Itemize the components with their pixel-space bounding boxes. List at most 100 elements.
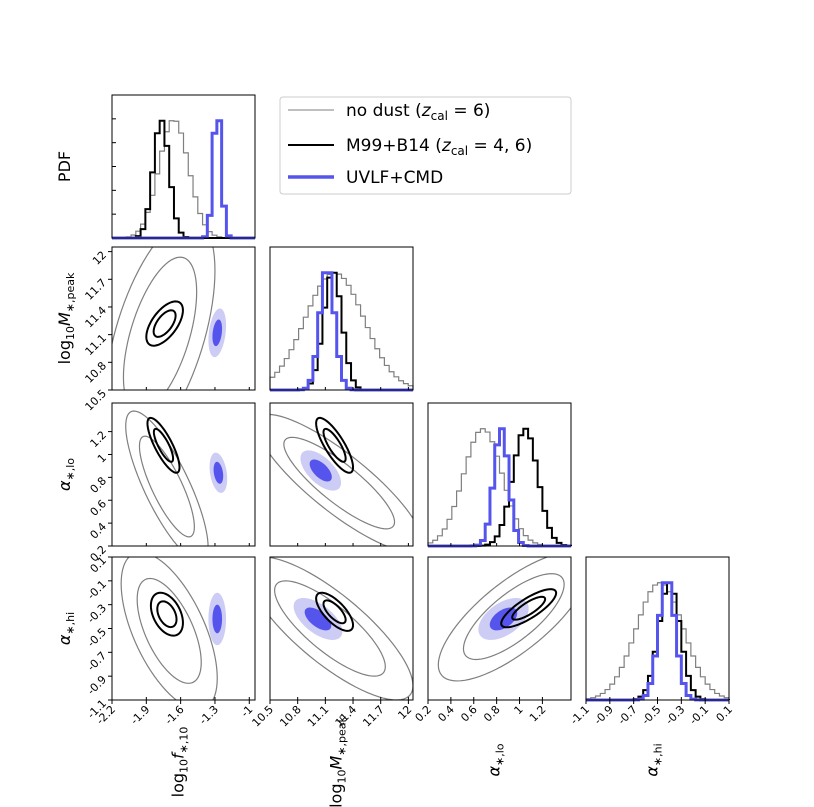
ytick-label-alo: 0.6	[88, 497, 110, 519]
xtick-label-alo: 0.8	[481, 703, 503, 725]
xtick-label-ahi: -0.7	[615, 703, 639, 727]
undefined: α∗,hi	[643, 743, 665, 776]
contour-line-no-dust-1	[125, 410, 209, 546]
contour-line-m99-b14-1	[315, 591, 355, 632]
xtick-label-alo: 1.2	[527, 703, 549, 725]
panel-alo-vs-ahi	[427, 556, 572, 701]
ytick-label-log10M: 10.5	[83, 387, 110, 414]
xtick-label-log10M: 11.1	[305, 703, 332, 730]
xtick-label-ahi: 0.1	[714, 703, 736, 725]
undefined: log10f∗,10	[169, 727, 191, 798]
hist-uvlf-cmd-ahi	[586, 581, 729, 702]
ytick-label-alo: 1	[95, 451, 109, 465]
contour-line-m99-b14-0	[156, 600, 178, 629]
panel-frame	[111, 556, 256, 701]
contour-fill-uvlf-cmd-inner	[212, 604, 223, 634]
hist-no-dust-ahi	[585, 582, 730, 700]
ytick-label-ahi: -0.9	[85, 673, 109, 697]
contour-line-no-dust-0	[283, 436, 396, 530]
xtick-label-log10M: 10.8	[277, 703, 304, 730]
ytick-label-ahi: -0.7	[85, 649, 109, 673]
panel-frame	[269, 246, 414, 391]
contour-fill-uvlf-cmd-inner	[304, 607, 332, 631]
panel-diag-log10f	[111, 94, 256, 240]
contour-line-m99-b14-1	[145, 300, 184, 347]
xtick-label-alo: 0.6	[458, 703, 480, 725]
contour-line-m99-b14-0	[152, 427, 175, 463]
undefined: log10M∗,peak	[55, 272, 77, 364]
contour-line-m99-b14-1	[146, 416, 181, 474]
xtick-label-ahi: -1.1	[568, 703, 592, 727]
panel-diag-log10M	[269, 246, 414, 392]
contour-line-no-dust-1	[270, 557, 413, 700]
contour-line-m99-b14-1	[149, 591, 184, 637]
contour-line-no-dust-1	[112, 247, 216, 390]
contour-line-m99-b14-0	[322, 427, 347, 463]
panel-diag-ahi	[585, 556, 730, 702]
contour-line-no-dust-0	[138, 435, 195, 538]
contour-line-m99-b14-0	[152, 309, 177, 338]
ytick-label-ahi: -0.1	[85, 578, 109, 602]
contour-line-m99-b14-0	[322, 599, 347, 625]
xtick-label-alo: 1	[511, 703, 525, 717]
ytick-label-log10M: 10.8	[83, 359, 110, 386]
legend-label-uvlf-cmd: UVLF+CMD	[346, 168, 443, 188]
xtick-label-ahi: -0.9	[592, 703, 616, 727]
contour-fill-uvlf-cmd-inner	[212, 319, 223, 347]
ytick-label-log10M: 11.4	[83, 304, 110, 331]
contour-line-m99-b14-1	[315, 416, 355, 474]
panel-frame	[111, 94, 256, 239]
panel-log10M-vs-ahi	[269, 556, 414, 701]
contour-line-no-dust-1	[437, 557, 571, 682]
hist-no-dust-log10M	[269, 272, 414, 390]
panel-log10f-vs-log10M	[111, 246, 256, 391]
contour-line-m99-b14-0	[511, 595, 547, 621]
undefined: α∗,hi	[55, 612, 77, 645]
legend-label-m99-b14: M99+B14 (zcal = 4, 6)	[346, 136, 532, 158]
panel-frame	[269, 556, 414, 701]
panel-log10f-vs-alo	[111, 402, 256, 547]
contour-line-no-dust-0	[122, 256, 198, 390]
xtick-label-log10M: 11.7	[360, 703, 387, 730]
contour-line-no-dust-0	[462, 573, 565, 661]
contour-fill-uvlf-cmd-inner	[213, 461, 224, 484]
panel-frame	[427, 556, 572, 701]
panel-log10f-vs-ahi	[111, 556, 256, 701]
undefined: log10M∗,peak	[327, 715, 349, 807]
corner-panels: -2.2 -1.9 -1.6 -1.3 -110.5 10.8 11.1 11.4 11.7 12…	[55, 94, 736, 807]
hist-no-dust-log10f	[111, 120, 255, 239]
ytick-label-log10M: 12	[90, 249, 109, 268]
panel-frame	[111, 246, 256, 391]
xtick-label-ahi: -0.3	[663, 703, 687, 727]
legend-label-no-dust: no dust (zcal = 6)	[346, 101, 490, 123]
ytick-label-alo: 1.2	[88, 429, 110, 451]
xtick-label-log10M: 10.5	[250, 703, 277, 730]
legend: no dust (zcal = 6) M99+B14 (zcal = 4, 6)…	[279, 96, 572, 195]
panel-frame	[427, 402, 572, 547]
panel-frame	[111, 402, 256, 547]
undefined: α∗,lo	[485, 743, 507, 776]
xtick-label-alo: 0.2	[413, 703, 435, 725]
contour-line-no-dust-0	[274, 580, 386, 677]
contour-line-no-dust-1	[120, 557, 218, 700]
contour-line-m99-b14-1	[500, 588, 558, 629]
xtick-label-ahi: -0.1	[687, 703, 711, 727]
ytick-label-log10M: 11.1	[83, 332, 110, 359]
xtick-label-log10f: -1.6	[162, 703, 186, 727]
panel-log10M-vs-alo	[269, 402, 414, 547]
contour-fill-uvlf-cmd-inner	[309, 459, 332, 482]
legend-frame	[279, 96, 572, 195]
contour-line-no-dust-0	[136, 577, 202, 684]
panel-frame	[269, 402, 414, 547]
ytick-label-log10M: 11.7	[83, 276, 110, 303]
undefined: α∗,lo	[55, 458, 77, 491]
xtick-label-log10M: 12	[395, 703, 414, 722]
xtick-label-log10f: -1.3	[197, 703, 221, 727]
panel-diag-alo	[427, 402, 572, 548]
ytick-label-alo: 0.8	[88, 474, 110, 496]
xtick-label-log10f: -1.9	[128, 703, 152, 727]
ytick-label-ahi: -0.5	[85, 625, 109, 649]
xtick-label-alo: 0.4	[435, 703, 457, 725]
ylabel-pdf: PDF	[55, 151, 74, 182]
